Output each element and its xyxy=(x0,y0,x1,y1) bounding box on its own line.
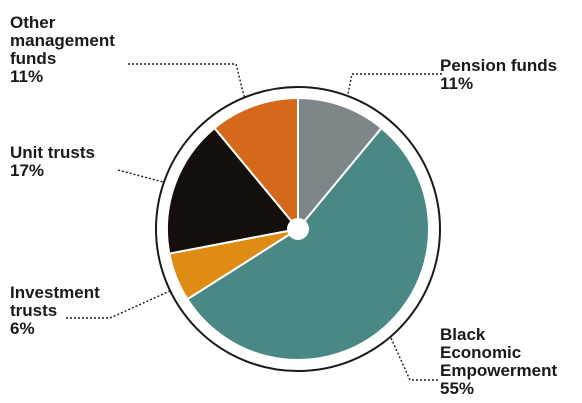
pie-slice xyxy=(297,97,383,230)
slice-label-text: Investment xyxy=(10,283,100,302)
slice-label-text: management xyxy=(10,31,115,50)
slice-value-label: 11% xyxy=(10,67,44,86)
slice-label-text: Black xyxy=(440,325,486,344)
slice-label-text: Pension funds xyxy=(440,56,558,75)
leader-line xyxy=(66,289,173,319)
pie-slice xyxy=(166,127,299,255)
slice-label: Other management funds 11% xyxy=(10,14,115,86)
pie-slice xyxy=(186,127,430,361)
slice-label-text: trusts xyxy=(10,301,58,320)
slice-label-text: Economic xyxy=(440,343,522,362)
pie-center-hole xyxy=(287,218,309,240)
pie-slices xyxy=(166,97,430,361)
slice-label-text: Empowerment xyxy=(440,361,558,380)
slice-label: Unit trusts 17% xyxy=(10,144,95,180)
slice-label-text: funds xyxy=(10,49,57,68)
slice-value-label: 11% xyxy=(440,74,474,93)
slice-label-text: Unit trusts xyxy=(10,143,95,162)
slice-value-label: 17% xyxy=(10,161,45,180)
leader-lines xyxy=(66,63,442,381)
slice-label: Pension funds 11% xyxy=(440,57,557,93)
slice-value-label: 55% xyxy=(440,379,475,398)
slice-label-text: Other xyxy=(10,13,56,32)
slice-label: Investment trusts 6% xyxy=(10,284,100,338)
slice-value-label: 6% xyxy=(10,319,35,338)
pie-slice xyxy=(213,97,299,230)
leader-line xyxy=(381,317,438,381)
slice-label: Black Economic Empowerment 55% xyxy=(440,326,557,398)
leader-line xyxy=(128,63,247,105)
leader-line xyxy=(345,73,442,105)
